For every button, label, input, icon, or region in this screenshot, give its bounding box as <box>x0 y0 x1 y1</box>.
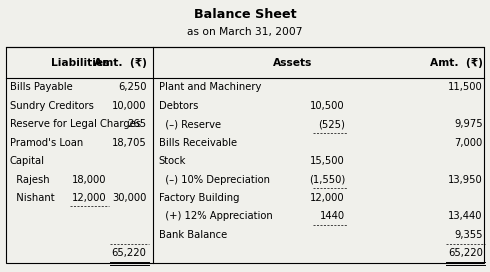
Text: 12,000: 12,000 <box>72 193 106 203</box>
Text: 13,440: 13,440 <box>448 211 483 221</box>
Text: Assets: Assets <box>273 58 313 68</box>
Text: Debtors: Debtors <box>159 101 198 111</box>
Text: as on March 31, 2007: as on March 31, 2007 <box>187 27 303 37</box>
Text: Reserve for Legal Charges: Reserve for Legal Charges <box>10 119 141 129</box>
Text: 65,220: 65,220 <box>112 248 147 258</box>
Text: Amt.  (₹): Amt. (₹) <box>94 58 147 68</box>
Text: Stock: Stock <box>159 156 186 166</box>
Text: 13,950: 13,950 <box>448 175 483 184</box>
Text: Bills Receivable: Bills Receivable <box>159 138 237 148</box>
Text: 9,355: 9,355 <box>454 230 483 240</box>
Text: Bills Payable: Bills Payable <box>10 82 73 92</box>
Text: Balance Sheet: Balance Sheet <box>194 8 296 21</box>
Text: 10,000: 10,000 <box>112 101 147 111</box>
Text: Capital: Capital <box>10 156 45 166</box>
Text: (–) Reserve: (–) Reserve <box>159 119 221 129</box>
Text: 18,705: 18,705 <box>112 138 147 148</box>
Text: 12,000: 12,000 <box>310 193 345 203</box>
Text: 18,000: 18,000 <box>72 175 106 184</box>
Text: Factory Building: Factory Building <box>159 193 239 203</box>
Text: Nishant: Nishant <box>10 193 54 203</box>
Text: Liabilities: Liabilities <box>51 58 109 68</box>
Text: (+) 12% Appreciation: (+) 12% Appreciation <box>159 211 272 221</box>
Text: 9,975: 9,975 <box>454 119 483 129</box>
Text: Amt.  (₹): Amt. (₹) <box>430 58 483 68</box>
Text: 7,000: 7,000 <box>455 138 483 148</box>
Text: Sundry Creditors: Sundry Creditors <box>10 101 94 111</box>
Text: 30,000: 30,000 <box>112 193 147 203</box>
Text: Plant and Machinery: Plant and Machinery <box>159 82 261 92</box>
Text: (1,550): (1,550) <box>309 175 345 184</box>
Text: Bank Balance: Bank Balance <box>159 230 227 240</box>
Text: 1440: 1440 <box>320 211 345 221</box>
Text: 10,500: 10,500 <box>310 101 345 111</box>
Text: Pramod's Loan: Pramod's Loan <box>10 138 83 148</box>
Text: Rajesh: Rajesh <box>10 175 49 184</box>
Text: 6,250: 6,250 <box>118 82 147 92</box>
Text: (–) 10% Depreciation: (–) 10% Depreciation <box>159 175 270 184</box>
Text: 11,500: 11,500 <box>448 82 483 92</box>
Text: (525): (525) <box>318 119 345 129</box>
Text: 65,220: 65,220 <box>448 248 483 258</box>
Text: 265: 265 <box>127 119 147 129</box>
Text: 15,500: 15,500 <box>310 156 345 166</box>
Bar <box>6 47 484 262</box>
